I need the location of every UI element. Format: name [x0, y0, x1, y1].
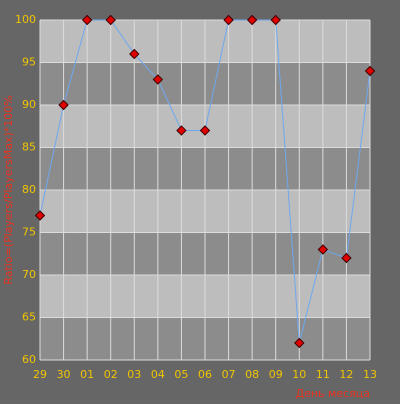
data-point	[34, 210, 46, 221]
y-tick-label: 85	[22, 141, 36, 154]
x-tick-label: 09	[269, 368, 283, 381]
x-tick-label: 02	[104, 368, 118, 381]
x-tick-label: 10	[292, 368, 306, 381]
data-point	[246, 14, 258, 26]
x-tick-label: 01	[80, 368, 94, 381]
x-axis-title: День месяца	[296, 387, 371, 400]
data-point	[270, 14, 281, 26]
data-point	[176, 125, 187, 136]
y-axis-title: Ratio=(Players/PlayersMax)*100%	[2, 95, 15, 284]
data-point	[294, 337, 305, 349]
y-tick-label: 70	[22, 268, 36, 281]
y-tick-label: 75	[22, 226, 36, 239]
y-tick-label: 90	[22, 98, 36, 111]
data-point	[223, 14, 234, 26]
x-tick-label: 06	[198, 368, 212, 381]
x-tick-label: 03	[127, 368, 141, 381]
y-tick-label: 100	[15, 13, 36, 26]
data-point	[364, 65, 376, 77]
x-tick-label: 08	[245, 368, 259, 381]
data-point	[105, 14, 116, 26]
data-point	[317, 244, 329, 255]
x-tick-label: 04	[151, 368, 165, 381]
plot-area	[34, 14, 376, 361]
x-tick-label: 07	[222, 368, 236, 381]
y-tick-label: 65	[22, 311, 36, 324]
x-tick-label: 30	[57, 368, 71, 381]
data-point	[81, 14, 93, 26]
x-tick-label: 05	[174, 368, 188, 381]
x-tick-label: 11	[316, 368, 330, 381]
data-point	[152, 74, 164, 85]
y-tick-label: 80	[22, 183, 36, 196]
x-tick-label: 13	[363, 368, 377, 381]
data-point	[341, 252, 352, 264]
x-tick-label: 12	[339, 368, 353, 381]
y-tick-label: 95	[22, 56, 36, 69]
x-tick-label: 29	[33, 368, 47, 381]
data-point	[129, 48, 140, 60]
y-tick-label: 60	[22, 353, 36, 366]
data-point	[58, 99, 69, 111]
data-point	[199, 125, 211, 136]
